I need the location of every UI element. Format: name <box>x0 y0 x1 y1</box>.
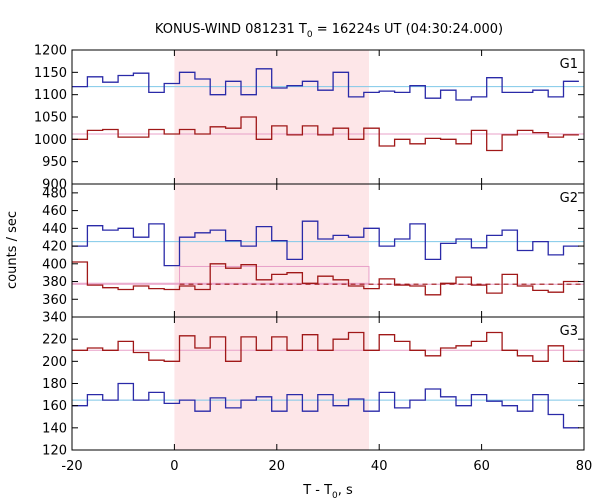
chart-title-subscript: 0 <box>307 30 313 40</box>
x-tick-label: -20 <box>61 459 82 474</box>
panel-g3-ytick-label: 220 <box>42 333 67 348</box>
y-axis-label: counts / sec <box>5 211 20 289</box>
panel-g1-label: G1 <box>560 57 578 72</box>
x-tick-label: 80 <box>576 459 593 474</box>
x-axis-label: T - T0, s <box>302 483 353 500</box>
panel-g1-ytick-label: 1000 <box>34 133 67 148</box>
panel-g1-ytick-label: 1050 <box>34 111 67 126</box>
panel-g2-ytick-label: 420 <box>42 240 67 255</box>
panel-g3-label: G3 <box>560 324 578 339</box>
panel-g3-ytick-label: 180 <box>42 377 67 392</box>
panel-g2-series-red <box>72 261 579 296</box>
panel-g1-ytick-label: 900 <box>42 178 67 193</box>
panel-g1: 900 950 1000 1050 1100 1150 1200 G1 <box>34 44 585 193</box>
panel-g1-ytick-label: 1200 <box>34 44 67 59</box>
panel-g2-series-blue <box>72 220 579 267</box>
panel-g2-ytick-label: 400 <box>42 257 67 272</box>
panel-g2-ytick-label: 460 <box>42 204 67 219</box>
chart-title-suffix: = 16224s UT (04:30:24.000) <box>313 22 503 37</box>
panel-g1-ytick-label: 1100 <box>34 88 67 103</box>
panel-g1-series-blue <box>72 68 579 101</box>
panel-g2-ytick-label: 480 <box>42 186 67 201</box>
x-tick-label: 0 <box>170 459 178 474</box>
panel-g3-ytick-label: 160 <box>42 399 67 414</box>
panel-g2-ytick-label: 360 <box>42 293 67 308</box>
x-axis-label-suffix: , s <box>338 483 353 498</box>
panel-g3-series-blue <box>72 382 579 429</box>
panel-g3-ytick-label: 200 <box>42 355 67 370</box>
x-axis-label-subscript: 0 <box>332 491 338 500</box>
panel-g3-ytick-label: 120 <box>42 444 67 459</box>
panel-g3: 120 140 160 180 200 220 G3 <box>42 316 585 459</box>
panel-g3-ytick-label: 140 <box>42 421 67 436</box>
panel-g2-ytick-label: 340 <box>42 311 67 326</box>
x-tick-labels: -20 0 20 40 60 80 <box>61 459 592 474</box>
x-tick-label: 60 <box>473 459 490 474</box>
chart-panels: 900 950 1000 1050 1100 1150 1200 G1 340 360 380 400… <box>34 44 585 459</box>
panel-g2: 340 360 380 400 420 440 460 480 G2 <box>42 183 585 326</box>
panel-g1-series-red <box>72 116 579 152</box>
panel-g2-label: G2 <box>560 191 578 206</box>
x-tick-label: 20 <box>269 459 286 474</box>
chart-title-prefix: KONUS-WIND 081231 T <box>155 22 307 37</box>
panel-g2-highlight <box>174 184 369 317</box>
panel-g2-ytick-label: 380 <box>42 275 67 290</box>
panel-g2-ytick-label: 440 <box>42 222 67 237</box>
panel-g2-burst-box <box>179 265 370 284</box>
x-axis-label-prefix: T - T <box>302 483 332 498</box>
x-tick-label: 40 <box>371 459 388 474</box>
chart-title: KONUS-WIND 081231 T0 = 16224s UT (04:30:… <box>155 22 503 40</box>
panel-g1-ytick-label: 1150 <box>34 66 67 81</box>
panel-g3-series-red <box>72 331 579 362</box>
panel-g1-ytick-label: 950 <box>42 155 67 170</box>
